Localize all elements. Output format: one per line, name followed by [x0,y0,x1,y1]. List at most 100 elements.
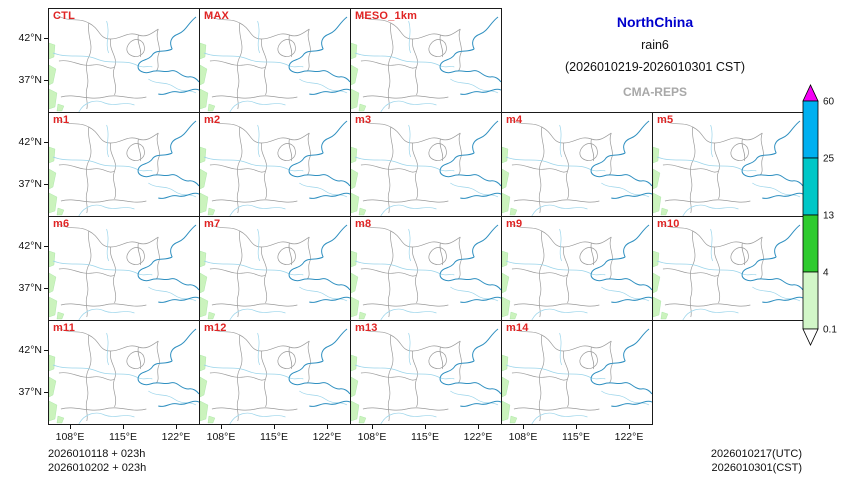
y-axis-label: 42°N [18,344,42,356]
x-axis-tick [576,425,577,429]
y-axis-tick [44,349,48,351]
x-axis-label: 115°E [260,431,288,443]
precip-patches [351,146,367,216]
y-axis-label: 42°N [18,32,42,44]
map-canvas [351,14,501,112]
coastline [439,328,501,407]
map-panel-max: MAX [199,8,351,113]
x-axis-tick [70,425,71,429]
map-canvas [200,326,350,424]
x-axis-label: 108°E [55,431,85,443]
x-axis-label: 122°E [161,431,191,443]
x-axis-tick [523,425,524,429]
map-panel-m7: m7 [199,216,351,321]
colorbar-segment [802,157,819,216]
precip-patches [200,42,216,112]
y-axis-label: 37°N [18,74,42,86]
coastline [288,120,350,199]
colorbar-segment [802,100,819,159]
title-block: NorthChina rain6 (2026010219-2026010301 … [505,14,805,99]
map-canvas [200,222,350,320]
map-canvas [653,118,803,216]
panel-label: MESO_1km [355,10,418,22]
map-panel-m4: m4 [501,112,653,217]
x-axis-tick [327,425,328,429]
map-canvas [49,326,199,424]
rivers [203,228,348,320]
map-panel-m2: m2 [199,112,351,217]
valid-time-cst: 2026010301(CST) [711,462,802,474]
precip-patches [502,250,518,320]
panel-label: MAX [204,10,230,22]
y-axis-label: 42°N [18,136,42,148]
coastline [288,224,350,303]
province-borders [56,222,160,318]
map-panel-meso_1km: MESO_1km [350,8,502,113]
rivers [505,332,650,424]
rivers [656,228,801,320]
map-canvas [351,118,501,216]
map-panel-m5: m5 [652,112,804,217]
province-borders [358,222,462,318]
province-borders [509,222,613,318]
colorbar-level-label: 13 [823,211,835,222]
coastline [439,16,501,95]
coastline [137,120,199,199]
y-axis-tick [44,287,48,289]
x-axis-label: 122°E [463,431,493,443]
province-borders [358,118,462,214]
coastline [590,328,652,407]
x-axis-label: 108°E [508,431,538,443]
map-canvas [502,118,652,216]
rivers [203,332,348,424]
x-axis-label: 108°E [357,431,387,443]
x-axis-tick [425,425,426,429]
x-axis-label: 115°E [411,431,439,443]
x-axis-label: 122°E [312,431,342,443]
panel-label: m12 [204,322,227,334]
panel-label: m3 [355,114,372,126]
panel-label: m8 [355,218,372,230]
rivers [354,124,499,216]
colorbar-level-label: 25 [823,154,835,165]
map-panel-m11: m11 [48,320,200,425]
precip-patches [49,146,65,216]
precip-patches [502,146,518,216]
rivers [354,332,499,424]
map-panel-m14: m14 [501,320,653,425]
init-time-line-1: 2026010118 + 023h [48,448,146,460]
colorbar-level-label: 4 [823,268,829,279]
map-canvas [653,222,803,320]
y-axis-tick [44,141,48,143]
colorbar-segment [802,214,819,273]
y-axis-tick [44,37,48,39]
map-panel-m6: m6 [48,216,200,321]
precip-patches [49,250,65,320]
coastline [741,120,803,199]
province-borders [56,14,160,110]
rivers [52,228,197,320]
rivers [52,124,197,216]
map-panel-ctl: CTL [48,8,200,113]
precip-patches [653,250,669,320]
precip-patches [49,354,65,424]
coastline [590,120,652,199]
panel-label: m14 [506,322,529,334]
y-axis-tick [44,391,48,393]
region-title: NorthChina [616,14,694,30]
x-axis-tick [629,425,630,429]
y-axis-label: 37°N [18,386,42,398]
map-panel-m12: m12 [199,320,351,425]
x-axis-label: 108°E [206,431,236,443]
precip-patches [653,146,669,216]
precip-patches [49,42,65,112]
panel-label: m5 [657,114,674,126]
panel-label: CTL [53,10,75,22]
x-axis-tick [372,425,373,429]
y-axis-tick [44,79,48,81]
init-time-line-2: 2026010202 + 023h [48,462,147,474]
x-axis-label: 115°E [562,431,590,443]
province-borders [56,118,160,214]
panel-label: m2 [204,114,221,126]
